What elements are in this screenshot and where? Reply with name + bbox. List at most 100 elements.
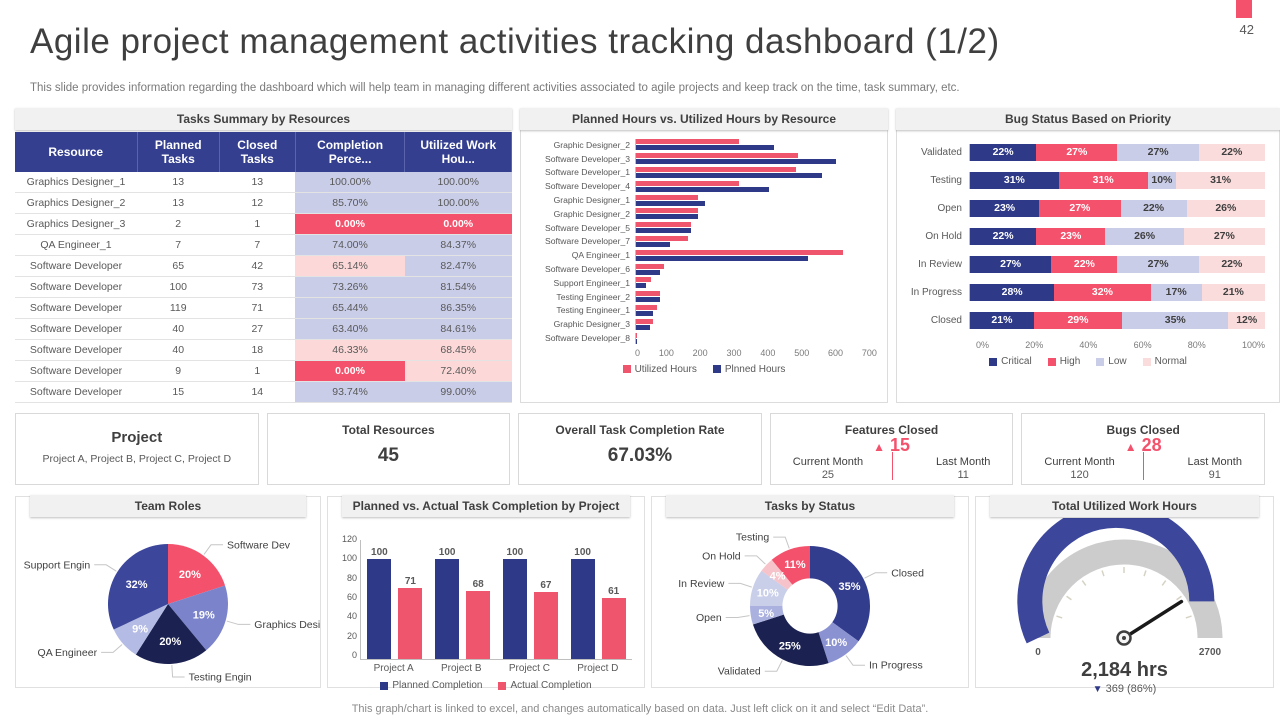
bar-segment: 27%	[1183, 228, 1265, 245]
table-cell: 13	[137, 172, 220, 193]
svg-text:10%: 10%	[757, 587, 779, 599]
bar-value: 100	[371, 547, 388, 558]
category-label: Closed	[930, 315, 962, 326]
team-roles-title: Team Roles	[30, 495, 306, 517]
bar-group	[635, 166, 877, 178]
bar	[636, 235, 688, 241]
column-header: Planned Tasks	[137, 132, 220, 172]
stacked-bar: 21% 29% 35% 12%	[969, 312, 1265, 329]
resource-table[interactable]: Resource Planned Tasks Closed Tasks Complet…	[15, 132, 512, 403]
bar	[601, 598, 626, 659]
bar	[502, 559, 527, 659]
stack-row: Validated 22% 27% 27% 22%	[903, 144, 1265, 161]
bar-segment: 21%	[970, 312, 1034, 329]
bar	[636, 263, 664, 269]
category-label: Software Developer_6	[544, 264, 630, 275]
bug-status-panel[interactable]: Bug Status Based on Priority Validated 22…	[896, 108, 1280, 403]
bug-status-rows: Validated 22% 27% 27% 22% Testing 31% 31% 10% 31%…	[903, 144, 1265, 329]
table-cell: 46.33%	[295, 339, 405, 361]
axis-tick: 100	[658, 347, 674, 358]
table-cell: 27	[219, 318, 296, 340]
planned-actual-plot: 100 71 100 68 100 67 100 61	[360, 540, 632, 660]
table-row: Graphics Designer_3 2 1 0.00% 0.00%	[15, 213, 512, 235]
bar-group	[635, 194, 877, 206]
page-title: Agile project management activities trac…	[30, 22, 1000, 61]
kpi-bugs-closed: Bugs Closed ▲ 28 Current Month 120 Last …	[1021, 413, 1265, 485]
category-label: Software Developer_1	[544, 167, 630, 178]
bar	[636, 180, 740, 186]
table-cell: 18	[219, 339, 296, 361]
table-cell: 65	[137, 255, 220, 277]
hbar-row: Graphic Designer_1	[525, 193, 877, 207]
legend-swatch-icon	[712, 365, 721, 374]
svg-text:Testing: Testing	[736, 532, 769, 544]
planned-actual-panel[interactable]: Planned vs. Actual Task Completion by Pr…	[327, 495, 645, 691]
category-label: Open	[937, 203, 962, 214]
bar	[398, 588, 423, 659]
hbar-row: Testing Engineer_1	[525, 304, 877, 318]
table-cell: 0.00%	[295, 213, 405, 235]
hours-chart-panel[interactable]: Planned Hours vs. Utilized Hours by Reso…	[520, 108, 888, 403]
table-row: Software Developer 100 73 73.26% 81.54%	[15, 276, 512, 298]
legend-label: Normal	[1154, 356, 1187, 367]
legend-label: Low	[1108, 356, 1127, 367]
kpi-completion-rate-value: 67.03%	[607, 445, 673, 466]
axis-tick: 200	[692, 347, 708, 358]
svg-text:Open: Open	[696, 612, 722, 624]
table-cell: 71	[219, 297, 296, 319]
kpi-project: Project Project A, Project B, Project C,…	[15, 413, 259, 485]
kpi-project-title: Project	[111, 429, 163, 446]
hbar-row: Software Developer_1	[525, 166, 877, 180]
team-roles-panel[interactable]: Team Roles Software Dev Graphics Desi Test…	[15, 495, 321, 688]
svg-text:On Hold: On Hold	[702, 550, 741, 562]
bug-status-axis: 0% 20% 40% 60% 80% 100%	[976, 340, 1265, 350]
bar-segment: 27%	[1039, 200, 1121, 217]
bar-value: 71	[404, 576, 416, 587]
legend-swatch-icon	[380, 681, 389, 690]
bar-group	[635, 332, 877, 344]
kpi-bugs-compare: Current Month 120 Last Month 91	[1022, 456, 1264, 481]
table-row: Graphics Designer_1 13 13 100.00% 100.00%	[15, 172, 512, 193]
stack-row: Closed 21% 29% 35% 12%	[903, 312, 1265, 329]
kpi-total-resources: Total Resources 45	[266, 413, 511, 485]
category-label: Software Developer_4	[544, 181, 630, 192]
hbar-row: Graphic Designer_3	[525, 317, 877, 331]
table-cell: 99.00%	[404, 381, 512, 403]
axis-tick: 700	[861, 347, 877, 358]
gauge-panel[interactable]: Total Utilized Work Hours 0 2700 2,184 hr…	[975, 495, 1274, 695]
last-month-value: 91	[1208, 469, 1221, 481]
tasks-status-panel[interactable]: Tasks by Status Closed In Progress Validat…	[651, 495, 969, 688]
bar	[636, 194, 698, 200]
bar-segment: 27%	[1117, 144, 1199, 161]
bar-segment: 22%	[970, 228, 1037, 245]
resource-table-body: Graphics Designer_1 13 13 100.00% 100.00% Gra…	[15, 172, 512, 403]
column-header: Resource	[15, 132, 138, 172]
hours-chart-title: Planned Hours vs. Utilized Hours by Reso…	[520, 108, 888, 130]
bar-segment: 23%	[1036, 228, 1106, 245]
current-month-label: Current Month	[792, 456, 864, 468]
column-header: Closed Tasks	[219, 132, 296, 172]
bug-status-title: Bug Status Based on Priority	[896, 108, 1280, 130]
category-label: Graphic Designer_3	[553, 319, 630, 330]
table-cell: 0.00%	[404, 213, 512, 235]
bar	[636, 338, 638, 344]
axis-tick: 300	[726, 347, 742, 358]
table-cell: 7	[219, 234, 296, 256]
bar-group	[635, 263, 877, 275]
table-cell: 93.74%	[295, 381, 405, 403]
gauge-delta: ▼ 369 (86%)	[1092, 683, 1157, 695]
category-label: Software Developer_8	[544, 333, 630, 344]
table-cell: 0.00%	[295, 360, 405, 382]
svg-text:10%: 10%	[825, 637, 847, 649]
tasks-summary-panel: Tasks Summary by Resources Resource Plann…	[15, 108, 512, 403]
current-month-block: Current Month 25	[793, 456, 863, 481]
axis-tick: 40	[346, 611, 357, 622]
bar	[636, 249, 843, 255]
planned-actual-title: Planned vs. Actual Task Completion by Pr…	[342, 495, 630, 517]
table-cell: 13	[137, 192, 220, 214]
table-cell: 42	[219, 255, 296, 277]
legend-label: Critical	[1001, 356, 1032, 367]
table-cell: 84.37%	[404, 234, 512, 256]
bar-segment: 22%	[1198, 256, 1265, 273]
kpi-row: Project Project A, Project B, Project C,…	[15, 413, 1265, 485]
